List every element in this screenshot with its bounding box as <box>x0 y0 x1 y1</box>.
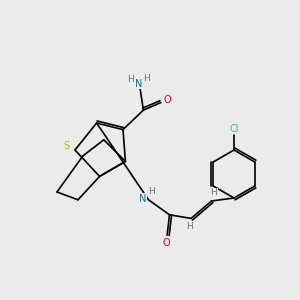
Text: H: H <box>128 75 134 84</box>
Text: H: H <box>148 187 155 196</box>
Text: H: H <box>211 188 217 197</box>
Text: O: O <box>163 238 170 248</box>
Text: Cl: Cl <box>229 124 239 134</box>
Text: H: H <box>143 74 150 83</box>
Text: N: N <box>135 79 142 89</box>
Text: N: N <box>140 194 147 204</box>
Text: H: H <box>186 222 193 231</box>
Text: O: O <box>164 95 171 105</box>
Text: S: S <box>64 141 70 152</box>
